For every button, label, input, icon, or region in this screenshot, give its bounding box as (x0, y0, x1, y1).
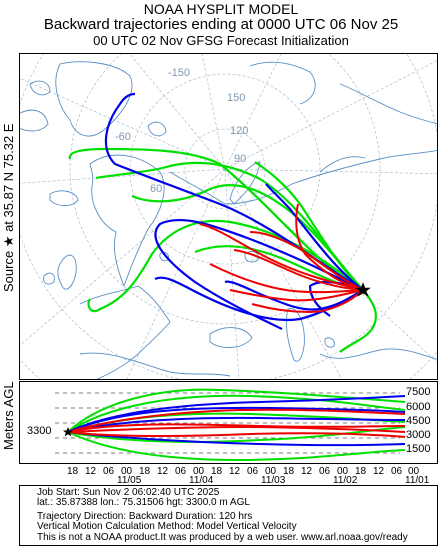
title-line-3: 00 UTC 02 Nov GFSG Forecast Initializati… (93, 33, 349, 48)
level-label-4500: 4500 (406, 415, 431, 427)
trajectory-group-red (199, 203, 364, 313)
location-line: lat.: 35.87388 lon.: 75.31506 hgt: 3300.… (37, 497, 250, 509)
vertical-axis-label: Meters AGL (1, 381, 16, 450)
hour-tick: 12 (373, 466, 385, 477)
hour-tick: 00 (193, 466, 205, 477)
vertical-traces-red (67, 408, 406, 438)
longitude-label-150: 150 (227, 92, 245, 104)
time-axis: 18 12 06 00 18 12 06 00 18 12 06 00 18 1… (0, 466, 442, 486)
start-level-label: 3300 (27, 425, 52, 437)
trajectory-map: -150 150 120 90 60 -60 (19, 53, 438, 380)
vertical-profile-svg (55, 388, 406, 462)
level-label-6000: 6000 (406, 401, 431, 413)
hour-tick: 18 (355, 466, 367, 477)
hour-tick: 00 (337, 466, 349, 477)
longitude-label-120: 120 (230, 125, 248, 137)
hour-tick: 06 (175, 466, 187, 477)
hour-tick: 00 (408, 466, 420, 477)
hour-tick: 12 (85, 466, 97, 477)
date-tick: 11/05 (117, 475, 142, 486)
hour-tick: 18 (211, 466, 223, 477)
hour-tick: 06 (247, 466, 259, 477)
longitude-label-minus150: -150 (168, 67, 190, 79)
vertical-traces-blue (67, 395, 406, 447)
hour-tick: 06 (319, 466, 331, 477)
disclaimer-line: This is not a NOAA product.It was produc… (37, 531, 408, 543)
level-label-7500: 7500 (406, 386, 431, 398)
hour-tick: 06 (391, 466, 403, 477)
date-tick: 11/03 (261, 475, 286, 486)
vertical-source-marker (63, 427, 73, 437)
vertical-profile-panel (19, 381, 438, 464)
date-tick: 11/04 (189, 475, 214, 486)
map-svg: -150 150 120 90 60 -60 (20, 54, 437, 379)
hour-tick: 00 (121, 466, 133, 477)
level-label-3000: 3000 (406, 429, 431, 441)
longitude-label-60: 60 (150, 183, 162, 195)
longitude-label-minus60: -60 (115, 131, 131, 143)
longitude-label-90: 90 (234, 153, 246, 165)
trajectory-group-green (68, 147, 377, 353)
level-label-1500: 1500 (406, 443, 431, 455)
trajectory-group-blue (104, 92, 364, 330)
title-line-2: Backward trajectories ending at 0000 UTC… (43, 16, 399, 33)
source-location-label: Source ★ at 35.87 N 75.32 E (1, 123, 16, 292)
hour-tick: 12 (157, 466, 169, 477)
job-start-line: Job Start: Sun Nov 2 06:02:40 UTC 2025 (37, 487, 220, 498)
direction-duration-line: Trajectory Direction: Backward Duration:… (37, 510, 253, 522)
date-tick: 11/02 (333, 475, 358, 486)
hour-tick: 18 (283, 466, 295, 477)
hour-tick: 18 (139, 466, 151, 477)
hour-tick: 12 (301, 466, 313, 477)
title-line-1: NOAA HYSPLIT MODEL (143, 1, 299, 17)
hour-tick: 18 (67, 466, 79, 477)
hour-tick: 00 (265, 466, 277, 477)
vertical-method-line: Vertical Motion Calculation Method: Mode… (37, 521, 297, 533)
date-tick: 11/01 (405, 475, 430, 486)
source-marker (355, 282, 371, 297)
job-info-footer: Job Start: Sun Nov 2 06:02:40 UTC 2025 l… (19, 485, 438, 546)
hour-tick: 06 (103, 466, 115, 477)
hour-tick: 12 (229, 466, 241, 477)
graticule-labels: -150 150 120 90 60 -60 (115, 67, 248, 195)
